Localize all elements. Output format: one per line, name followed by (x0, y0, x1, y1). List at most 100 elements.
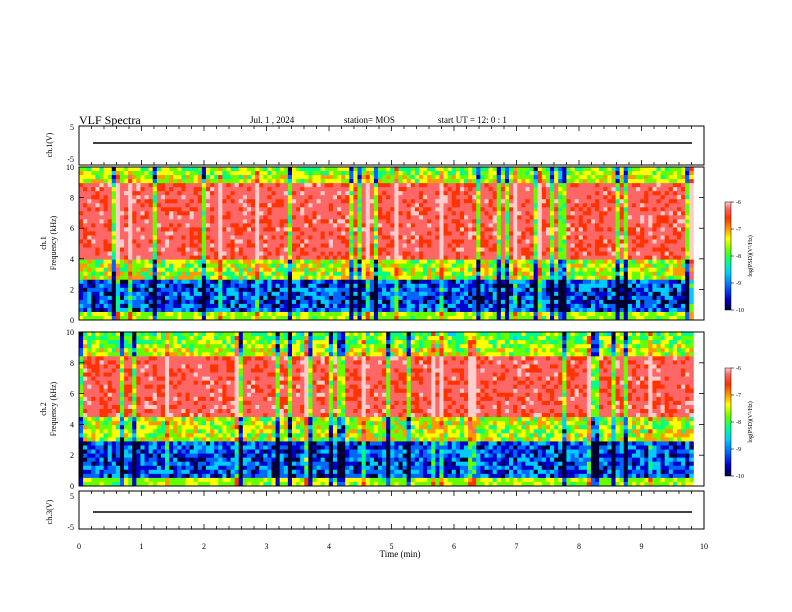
spectrogram-cell (255, 215, 260, 220)
spectrogram-cell (169, 291, 174, 297)
spectrogram-cell (390, 207, 395, 212)
spectrogram-cell (386, 183, 391, 188)
spectrogram-cell (95, 291, 100, 297)
spectrogram-cell (345, 187, 350, 192)
spectrogram-cell (406, 279, 412, 285)
spectrogram-cell (255, 291, 260, 297)
spectrogram-cell (349, 227, 354, 232)
spectrogram-cell (283, 247, 289, 252)
spectrogram-cell (476, 235, 481, 240)
spectrogram-cell (201, 271, 207, 277)
spectrogram-cell (537, 171, 543, 176)
spectrogram-cell (541, 271, 547, 277)
spectrogram-cell (443, 199, 449, 204)
spectrogram-cell (439, 279, 444, 285)
spectrogram-cell (369, 275, 375, 281)
spectrogram-cell (291, 235, 297, 240)
spectrogram-cell (578, 235, 584, 240)
spectrogram-cell (115, 315, 121, 321)
spectrogram-cell (132, 259, 137, 265)
spectrogram-cell (574, 183, 580, 188)
spectrogram-cell (230, 311, 236, 317)
spectrogram-cell (361, 263, 367, 269)
spectrogram-cell (488, 203, 494, 208)
spectrogram-cell (296, 279, 301, 285)
spectrogram-cell (197, 303, 203, 309)
spectrogram-cell (83, 183, 88, 188)
spectrogram-cell (160, 315, 166, 321)
spectrogram-cell (189, 303, 195, 309)
spectrogram-cell (341, 247, 346, 252)
spectrogram-cell (558, 203, 563, 208)
spectrogram-cell (246, 263, 252, 269)
spectrogram-cell (455, 211, 461, 216)
spectrogram-cell (95, 175, 100, 180)
spectrogram-cell (189, 247, 195, 252)
spectrogram-cell (300, 227, 305, 232)
spectrogram-cell (341, 283, 346, 289)
spectrogram-cell (488, 219, 494, 224)
spectrogram-cell (603, 179, 608, 184)
spectrogram-cell (459, 167, 465, 172)
spectrogram-cell (406, 275, 412, 281)
spectrogram-cell (246, 291, 252, 297)
spectrogram-cell (115, 247, 121, 252)
spectrogram-cell (214, 167, 219, 172)
spectrogram-cell (427, 167, 432, 172)
spectrogram-cell (521, 171, 526, 176)
spectrogram-cell (599, 263, 604, 269)
spectrogram-cell (230, 207, 236, 212)
spectrogram-cell (324, 247, 330, 252)
spectrogram-cell (595, 235, 600, 240)
spectrogram-cell (185, 215, 190, 220)
spectrogram-cell (496, 219, 502, 224)
spectrogram-cell (136, 295, 141, 301)
spectrogram-cell (119, 215, 125, 220)
spectrogram-cell (148, 199, 154, 204)
spectrogram-cell (103, 211, 109, 216)
spectrogram-cell (91, 263, 96, 269)
spectrogram-cell (537, 239, 543, 244)
spectrogram-cell (525, 299, 530, 305)
spectrogram-cell (488, 223, 494, 228)
spectrogram-cell (443, 211, 449, 216)
spectrogram-cell (328, 235, 334, 240)
spectrogram-cell (447, 291, 453, 297)
spectrogram-cell (332, 255, 338, 261)
spectrogram-cell (574, 263, 580, 269)
spectrogram-cell (365, 283, 371, 289)
spectrogram-cell (361, 199, 367, 204)
spectrogram-cell (509, 239, 514, 244)
spectrogram-cell (558, 263, 563, 269)
spectrogram-cell (476, 167, 481, 172)
spectrogram-cell (304, 251, 309, 256)
spectrogram-cell (214, 315, 219, 321)
spectrogram-cell (119, 259, 125, 265)
spectrogram-cell (476, 183, 481, 188)
spectrogram-cell (156, 287, 162, 293)
spectrogram-cell (500, 303, 506, 309)
spectrogram-cell (476, 219, 481, 224)
spectrogram-cell (447, 259, 453, 265)
spectrogram-cell (537, 227, 543, 232)
spectrogram-cell (320, 191, 326, 196)
spectrogram-cell (107, 271, 113, 277)
spectrogram-cell (267, 219, 272, 224)
spectrogram-cell (251, 215, 256, 220)
spectrogram-cell (337, 315, 342, 321)
spectrogram-cell (373, 295, 379, 301)
spectrogram-cell (451, 195, 457, 200)
spectrogram-cell (459, 239, 465, 244)
spectrogram-cell (332, 219, 338, 224)
spectrogram-cell (537, 187, 543, 192)
spectrogram-cell (513, 235, 518, 240)
spectrogram-cell (185, 231, 190, 236)
spectrogram-cell (267, 235, 272, 240)
spectrogram-cell (300, 251, 305, 256)
spectrogram-cell (447, 199, 453, 204)
spectrogram-cell (386, 175, 391, 180)
spectrogram-cell (214, 235, 219, 240)
spectrogram-cell (83, 199, 88, 204)
spectrogram-cell (144, 255, 150, 261)
